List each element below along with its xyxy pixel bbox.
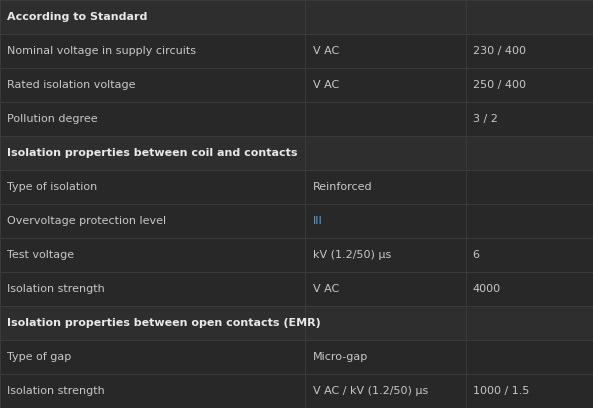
- Bar: [0, 340, 593, 374]
- Bar: [0, 34, 593, 68]
- Text: III: III: [313, 216, 322, 226]
- Bar: [0, 68, 593, 102]
- Bar: [0, 102, 593, 136]
- Text: Isolation properties between open contacts (EMR): Isolation properties between open contac…: [7, 318, 321, 328]
- Bar: [0, 136, 593, 170]
- Text: According to Standard: According to Standard: [7, 12, 148, 22]
- Text: 6: 6: [473, 250, 480, 260]
- Text: V AC / kV (1.2/50) μs: V AC / kV (1.2/50) μs: [313, 386, 428, 396]
- Text: V AC: V AC: [313, 284, 339, 294]
- Text: Reinforced: Reinforced: [313, 182, 372, 192]
- Text: kV (1.2/50) μs: kV (1.2/50) μs: [313, 250, 391, 260]
- Text: Micro-gap: Micro-gap: [313, 352, 368, 362]
- Text: Nominal voltage in supply circuits: Nominal voltage in supply circuits: [7, 46, 196, 56]
- Text: Rated isolation voltage: Rated isolation voltage: [7, 80, 136, 90]
- Bar: [0, 306, 593, 340]
- Text: 3 / 2: 3 / 2: [473, 114, 498, 124]
- Text: 230 / 400: 230 / 400: [473, 46, 525, 56]
- Text: Test voltage: Test voltage: [7, 250, 74, 260]
- Text: Isolation properties between coil and contacts: Isolation properties between coil and co…: [7, 148, 298, 158]
- Bar: [0, 170, 593, 204]
- Text: Isolation strength: Isolation strength: [7, 284, 105, 294]
- Text: 1000 / 1.5: 1000 / 1.5: [473, 386, 529, 396]
- Text: Overvoltage protection level: Overvoltage protection level: [7, 216, 166, 226]
- Bar: [0, 0, 593, 34]
- Text: Type of gap: Type of gap: [7, 352, 71, 362]
- Text: Pollution degree: Pollution degree: [7, 114, 98, 124]
- Text: 4000: 4000: [473, 284, 500, 294]
- Text: Isolation strength: Isolation strength: [7, 386, 105, 396]
- Text: V AC: V AC: [313, 46, 339, 56]
- Text: Type of isolation: Type of isolation: [7, 182, 97, 192]
- Text: V AC: V AC: [313, 80, 339, 90]
- Bar: [0, 374, 593, 408]
- Text: 250 / 400: 250 / 400: [473, 80, 525, 90]
- Bar: [0, 272, 593, 306]
- Bar: [0, 238, 593, 272]
- Bar: [0, 204, 593, 238]
